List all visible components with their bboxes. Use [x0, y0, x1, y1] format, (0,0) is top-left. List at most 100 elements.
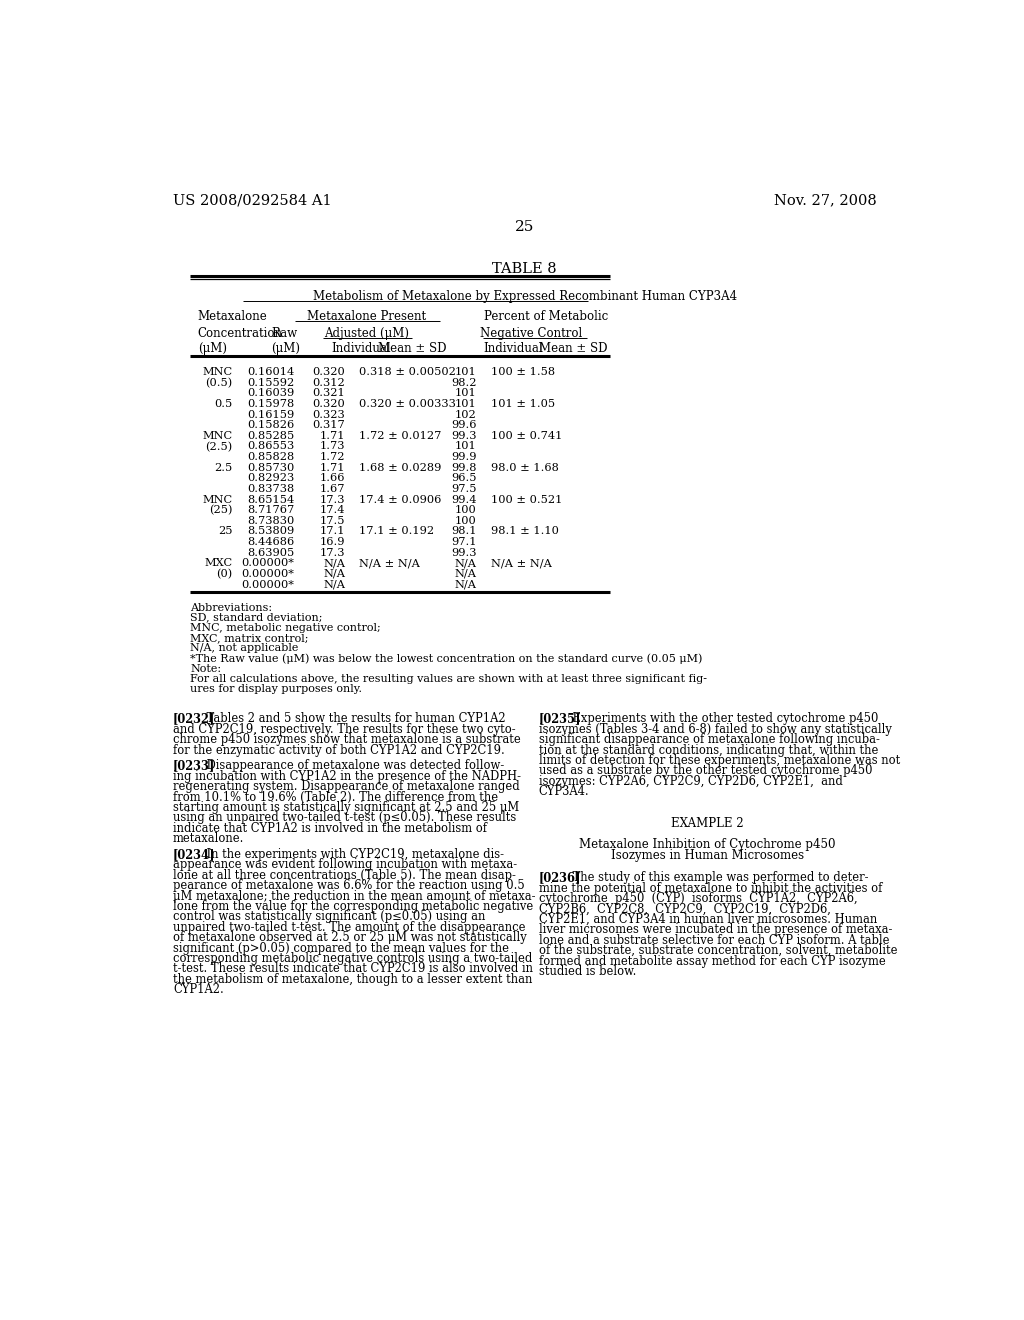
Text: cytochrome  p450  (CYP)  isoforms  CYP1A2,  CYP2A6,: cytochrome p450 (CYP) isoforms CYP1A2, C… — [539, 892, 857, 906]
Text: N/A: N/A — [455, 569, 477, 579]
Text: 17.4: 17.4 — [319, 506, 345, 515]
Text: 0.318 ± 0.00502: 0.318 ± 0.00502 — [359, 367, 456, 378]
Text: 0.320: 0.320 — [312, 367, 345, 378]
Text: [0232]: [0232] — [173, 713, 215, 726]
Text: lone from the value for the corresponding metabolic negative: lone from the value for the correspondin… — [173, 900, 534, 913]
Text: CYP2E1, and CYP3A4 in human liver microsomes. Human: CYP2E1, and CYP3A4 in human liver micros… — [539, 913, 877, 927]
Text: (2.5): (2.5) — [206, 441, 232, 451]
Text: 100 ± 1.58: 100 ± 1.58 — [490, 367, 555, 378]
Text: 0.00000*: 0.00000* — [242, 579, 295, 590]
Text: 99.6: 99.6 — [452, 420, 477, 430]
Text: 0.00000*: 0.00000* — [242, 569, 295, 579]
Text: 97.5: 97.5 — [452, 484, 477, 494]
Text: Nov. 27, 2008: Nov. 27, 2008 — [774, 193, 877, 207]
Text: of the substrate, substrate concentration, solvent, metabolite: of the substrate, substrate concentratio… — [539, 944, 897, 957]
Text: t-test. These results indicate that CYP2C19 is also involved in: t-test. These results indicate that CYP2… — [173, 962, 532, 975]
Text: Metabolism of Metaxalone by Expressed Recombinant Human CYP3A4: Metabolism of Metaxalone by Expressed Re… — [312, 290, 737, 304]
Text: 17.4 ± 0.0906: 17.4 ± 0.0906 — [359, 495, 441, 504]
Text: Percent of Metabolic: Percent of Metabolic — [484, 310, 608, 323]
Text: 8.65154: 8.65154 — [248, 495, 295, 504]
Text: 1.73: 1.73 — [319, 441, 345, 451]
Text: 99.4: 99.4 — [452, 495, 477, 504]
Text: 2.5: 2.5 — [214, 463, 232, 473]
Text: mine the potential of metaxalone to inhibit the activities of: mine the potential of metaxalone to inhi… — [539, 882, 882, 895]
Text: [0236]: [0236] — [539, 871, 582, 884]
Text: 1.71: 1.71 — [319, 430, 345, 441]
Text: N/A, not applicable: N/A, not applicable — [190, 643, 298, 653]
Text: from 10.1% to 19.6% (Table 2). The difference from the: from 10.1% to 19.6% (Table 2). The diffe… — [173, 791, 498, 804]
Text: 1.67: 1.67 — [319, 484, 345, 494]
Text: 0.85730: 0.85730 — [248, 463, 295, 473]
Text: 0.00000*: 0.00000* — [242, 558, 295, 569]
Text: TABLE 8: TABLE 8 — [493, 263, 557, 276]
Text: Disappearance of metaxalone was detected follow-: Disappearance of metaxalone was detected… — [193, 759, 504, 772]
Text: 1.71: 1.71 — [319, 463, 345, 473]
Text: 101: 101 — [455, 388, 477, 399]
Text: Individual: Individual — [332, 342, 391, 355]
Text: [0234]: [0234] — [173, 847, 215, 861]
Text: 17.3: 17.3 — [319, 495, 345, 504]
Text: 100: 100 — [455, 516, 477, 525]
Text: 1.72: 1.72 — [319, 451, 345, 462]
Text: (μM): (μM) — [198, 342, 226, 355]
Text: 17.1 ± 0.192: 17.1 ± 0.192 — [359, 527, 434, 536]
Text: N/A: N/A — [323, 558, 345, 569]
Text: 17.5: 17.5 — [319, 516, 345, 525]
Text: 8.73830: 8.73830 — [248, 516, 295, 525]
Text: Individual: Individual — [483, 342, 543, 355]
Text: For all calculations above, the resulting values are shown with at least three s: For all calculations above, the resultin… — [190, 673, 707, 684]
Text: 17.1: 17.1 — [319, 527, 345, 536]
Text: 1.66: 1.66 — [319, 474, 345, 483]
Text: 8.53809: 8.53809 — [248, 527, 295, 536]
Text: *The Raw value (μM) was below the lowest concentration on the standard curve (0.: *The Raw value (μM) was below the lowest… — [190, 653, 702, 664]
Text: liver microsomes were incubated in the presence of metaxa-: liver microsomes were incubated in the p… — [539, 924, 892, 936]
Text: 101: 101 — [455, 441, 477, 451]
Text: Tables 2 and 5 show the results for human CYP1A2: Tables 2 and 5 show the results for huma… — [193, 713, 506, 726]
Text: ing incubation with CYP1A2 in the presence of the NADPH-: ing incubation with CYP1A2 in the presen… — [173, 770, 521, 783]
Text: 8.63905: 8.63905 — [248, 548, 295, 558]
Text: 1.72 ± 0.0127: 1.72 ± 0.0127 — [359, 430, 441, 441]
Text: appearance was evident following incubation with metaxa-: appearance was evident following incubat… — [173, 858, 517, 871]
Text: used as a substrate by the other tested cytochrome p450: used as a substrate by the other tested … — [539, 764, 872, 777]
Text: N/A: N/A — [455, 558, 477, 569]
Text: Raw: Raw — [271, 327, 298, 341]
Text: Mean ± SD: Mean ± SD — [378, 342, 446, 355]
Text: (μM): (μM) — [271, 342, 300, 355]
Text: 0.82923: 0.82923 — [248, 474, 295, 483]
Text: unpaired two-tailed t-test. The amount of the disappearance: unpaired two-tailed t-test. The amount o… — [173, 921, 525, 933]
Text: Experiments with the other tested cytochrome p450: Experiments with the other tested cytoch… — [558, 713, 879, 726]
Text: Mean ± SD: Mean ± SD — [539, 342, 607, 355]
Text: lone at all three concentrations (Table 5). The mean disap-: lone at all three concentrations (Table … — [173, 869, 516, 882]
Text: (0): (0) — [216, 569, 232, 579]
Text: and CYP2C19, respectively. The results for these two cyto-: and CYP2C19, respectively. The results f… — [173, 723, 515, 735]
Text: μM metaxalone; the reduction in the mean amount of metaxa-: μM metaxalone; the reduction in the mean… — [173, 890, 536, 903]
Text: MXC: MXC — [205, 558, 232, 569]
Text: of metaxalone observed at 2.5 or 25 μM was not statistically: of metaxalone observed at 2.5 or 25 μM w… — [173, 931, 526, 944]
Text: 8.71767: 8.71767 — [248, 506, 295, 515]
Text: limits of detection for these experiments, metaxalone was not: limits of detection for these experiment… — [539, 754, 900, 767]
Text: 101 ± 1.05: 101 ± 1.05 — [490, 399, 555, 409]
Text: significant (p>0.05) compared to the mean values for the: significant (p>0.05) compared to the mea… — [173, 941, 509, 954]
Text: 0.323: 0.323 — [312, 409, 345, 420]
Text: Abbreviations:: Abbreviations: — [190, 602, 272, 612]
Text: 17.3: 17.3 — [319, 548, 345, 558]
Text: regenerating system. Disappearance of metaxalone ranged: regenerating system. Disappearance of me… — [173, 780, 520, 793]
Text: control was statistically significant (p≤0.05) using an: control was statistically significant (p… — [173, 911, 485, 924]
Text: N/A ± N/A: N/A ± N/A — [359, 558, 420, 569]
Text: 0.312: 0.312 — [312, 378, 345, 388]
Text: 0.85828: 0.85828 — [248, 451, 295, 462]
Text: [0233]: [0233] — [173, 759, 215, 772]
Text: 0.86553: 0.86553 — [248, 441, 295, 451]
Text: US 2008/0292584 A1: US 2008/0292584 A1 — [173, 193, 332, 207]
Text: 0.16014: 0.16014 — [248, 367, 295, 378]
Text: 0.5: 0.5 — [214, 399, 232, 409]
Text: 0.15826: 0.15826 — [248, 420, 295, 430]
Text: [0235]: [0235] — [539, 713, 582, 726]
Text: 16.9: 16.9 — [319, 537, 345, 546]
Text: N/A: N/A — [455, 579, 477, 590]
Text: 8.44686: 8.44686 — [248, 537, 295, 546]
Text: Note:: Note: — [190, 664, 221, 673]
Text: corresponding metabolic negative controls using a two-tailed: corresponding metabolic negative control… — [173, 952, 532, 965]
Text: starting amount is statistically significant at 2.5 and 25 μM: starting amount is statistically signifi… — [173, 801, 519, 814]
Text: isozymes (Tables 3-4 and 6-8) failed to show any statistically: isozymes (Tables 3-4 and 6-8) failed to … — [539, 723, 892, 735]
